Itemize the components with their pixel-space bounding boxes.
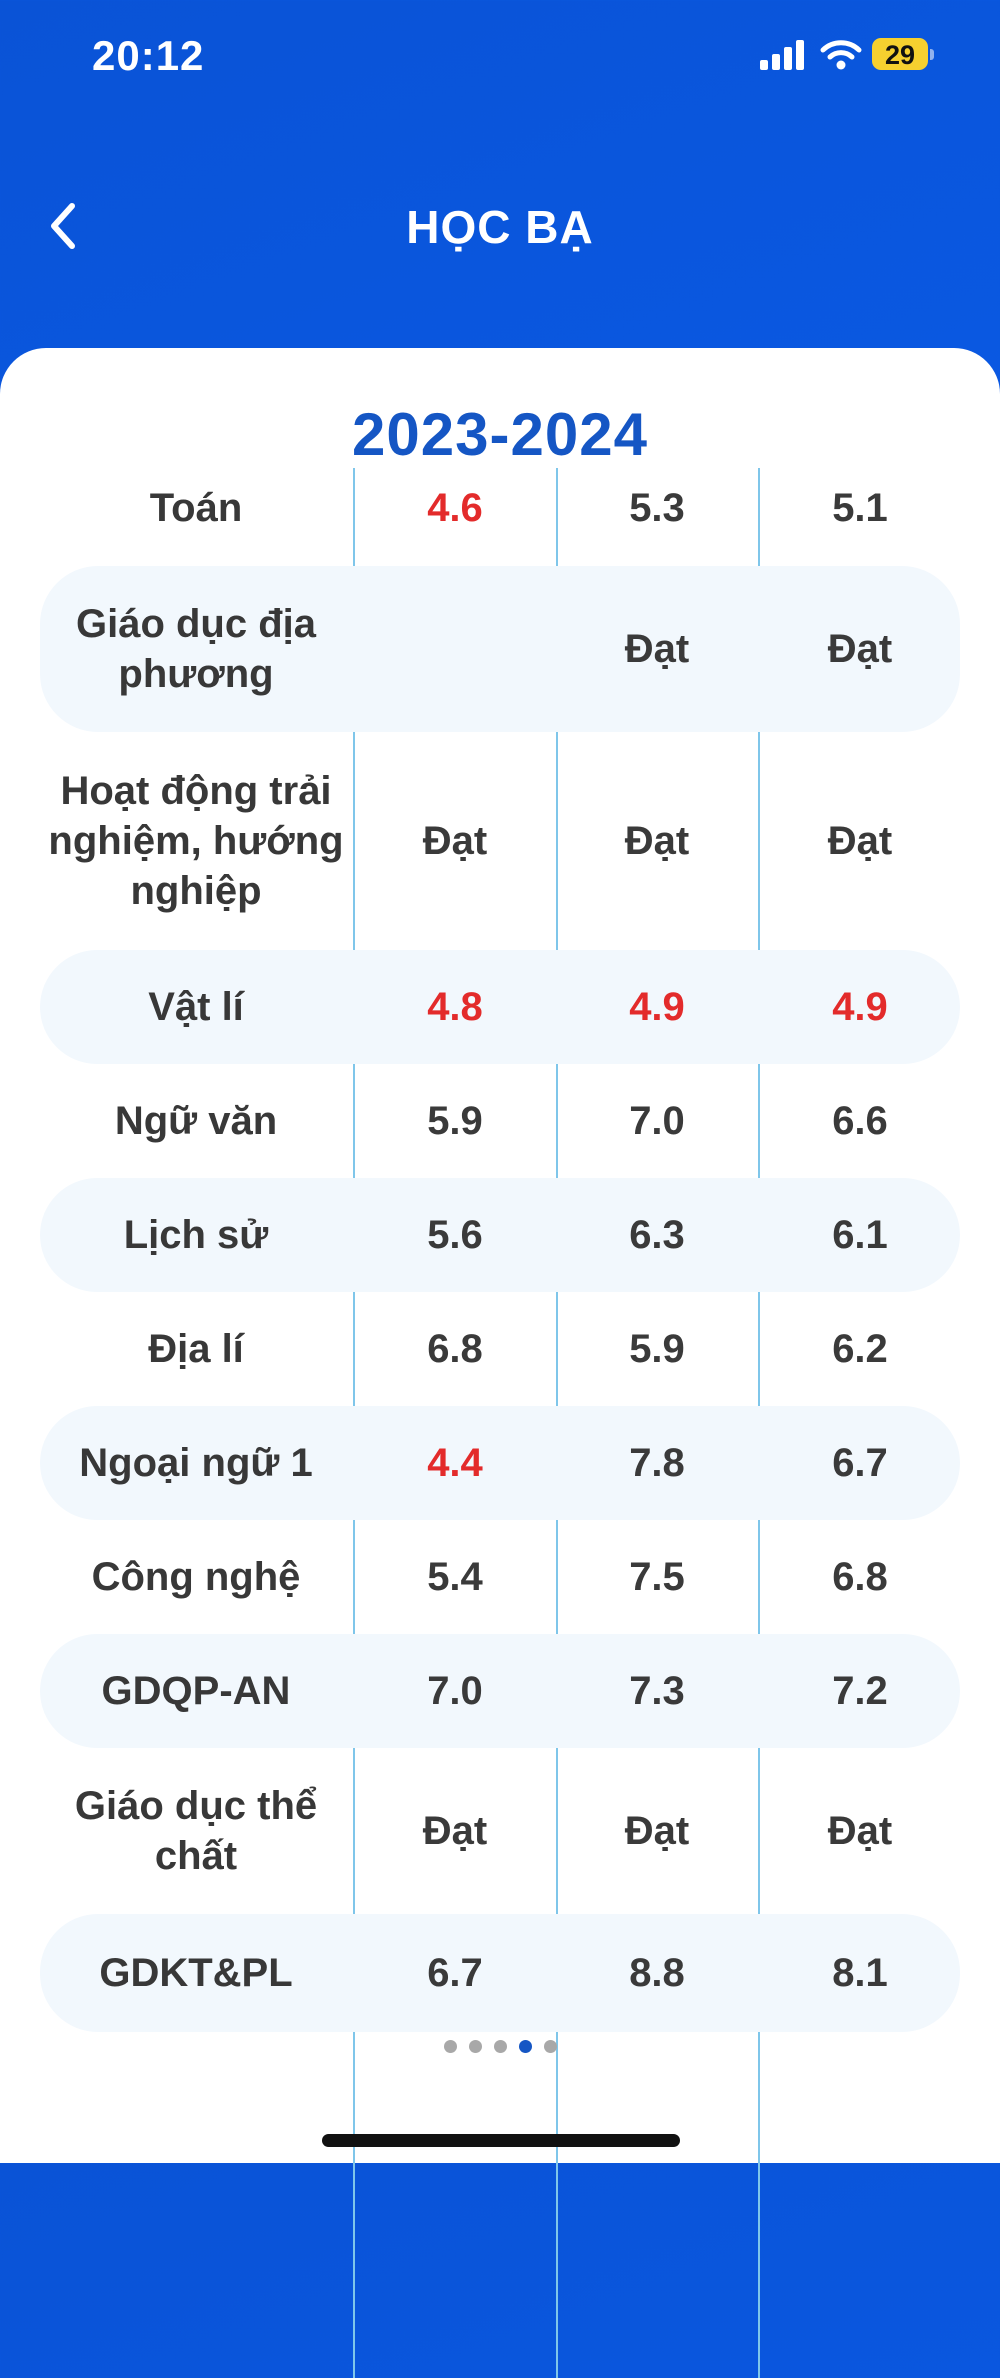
score-cell: 5.9 — [629, 1326, 685, 1371]
subject-name: Toán — [149, 486, 243, 530]
subject-name: Ngữ văn — [114, 1099, 278, 1143]
subject-name: Giáo dục thể chất — [74, 1784, 318, 1878]
page-indicator[interactable] — [0, 2040, 1000, 2060]
subject-name: Địa lí — [148, 1327, 244, 1371]
score-cell: Đạt — [422, 818, 488, 863]
score-cell: 6.8 — [832, 1554, 888, 1599]
subject-name: Ngoại ngữ 1 — [79, 1441, 313, 1485]
score-cell: 6.2 — [832, 1326, 888, 1371]
score-cell: 4.8 — [427, 984, 483, 1029]
score-cell: 6.7 — [832, 1440, 888, 1485]
score-cell: 4.9 — [832, 984, 888, 1029]
school-year-title: 2023-2024 — [352, 401, 648, 468]
subject-name: Lịch sử — [123, 1213, 269, 1257]
score-cell: 4.9 — [629, 984, 685, 1029]
subject-name: GDQP-AN — [101, 1669, 291, 1713]
score-cell: 7.0 — [629, 1098, 685, 1143]
score-cell: Đạt — [624, 1808, 690, 1853]
back-button[interactable] — [36, 194, 96, 258]
score-cell: 5.1 — [832, 485, 888, 530]
score-cell: Đạt — [624, 818, 690, 863]
page-dot[interactable] — [493, 2040, 507, 2053]
page-title: HỌC BẠ — [406, 201, 594, 253]
score-cell: 6.1 — [832, 1212, 888, 1257]
score-cell: 7.8 — [629, 1440, 685, 1485]
score-cell: 4.6 — [427, 485, 483, 530]
subject-name: Công nghệ — [91, 1555, 301, 1599]
page-dot-active[interactable] — [518, 2040, 532, 2053]
score-cell: 5.9 — [427, 1098, 483, 1143]
table-row: GDKT&PL 6.7 8.8 8.1 — [40, 1914, 960, 2032]
score-cell: 7.3 — [629, 1668, 685, 1713]
score-cell: 5.3 — [629, 485, 685, 530]
table-row: Ngoại ngữ 1 4.4 7.8 6.7 — [40, 1406, 960, 1520]
score-cell: 7.5 — [629, 1554, 685, 1599]
score-cell: 5.4 — [427, 1554, 483, 1599]
table-row: Địa lí 6.8 5.9 6.2 — [40, 1292, 960, 1406]
status-bar: 20:12 29 — [0, 0, 1000, 110]
page-dot[interactable] — [443, 2040, 457, 2053]
score-cell: 8.1 — [832, 1950, 888, 1995]
table-row: Giáo dục địa phương Đạt Đạt — [40, 566, 960, 732]
score-cell: 5.6 — [427, 1212, 483, 1257]
score-cell: 6.8 — [427, 1326, 483, 1371]
score-cell: Đạt — [422, 1808, 488, 1853]
subject-name: Vật lí — [148, 985, 244, 1029]
score-cell: 6.3 — [629, 1212, 685, 1257]
score-cell: 6.7 — [427, 1950, 483, 1995]
home-indicator[interactable] — [322, 2134, 680, 2147]
table-row: Hoạt động trải nghiệm, hướng nghiệp Đạt … — [40, 758, 960, 924]
table-row: Toán 4.6 5.3 5.1 — [40, 468, 960, 548]
page-dot[interactable] — [543, 2040, 557, 2053]
table-row: Lịch sử 5.6 6.3 6.1 — [40, 1178, 960, 1292]
battery-level: 29 — [884, 40, 916, 70]
score-cell: 7.0 — [427, 1668, 483, 1713]
table-row: GDQP-AN 7.0 7.3 7.2 — [40, 1634, 960, 1748]
score-cell — [355, 566, 555, 732]
subject-name: Hoạt động trải nghiệm, hướng nghiệp — [48, 769, 344, 913]
status-time: 20:12 — [92, 32, 205, 79]
subject-name: GDKT&PL — [99, 1951, 293, 1995]
table-row: Công nghệ 5.4 7.5 6.8 — [40, 1520, 960, 1634]
score-cell: 6.6 — [832, 1098, 888, 1143]
table-row: Vật lí 4.8 4.9 4.9 — [40, 950, 960, 1064]
score-cell: 8.8 — [629, 1950, 685, 1995]
score-cell: Đạt — [827, 626, 893, 671]
wifi-icon — [820, 40, 862, 70]
page-dot[interactable] — [468, 2040, 482, 2053]
nav-bar: HỌC BẠ — [0, 170, 1000, 290]
score-cell: Đạt — [827, 818, 893, 863]
score-cell: 7.2 — [832, 1668, 888, 1713]
table-row: Giáo dục thể chất Đạt Đạt Đạt — [40, 1748, 960, 1914]
score-cell: 4.4 — [427, 1440, 483, 1485]
battery-icon: 29 — [872, 38, 934, 72]
cellular-signal-icon — [760, 40, 804, 70]
table-row: Ngữ văn 5.9 7.0 6.6 — [40, 1064, 960, 1178]
subject-name: Giáo dục địa phương — [75, 602, 317, 696]
score-cell: Đạt — [827, 1808, 893, 1853]
transcript-card[interactable]: 2023-2024 Toán 4.6 5.3 5.1 Giáo dục địa … — [0, 348, 1000, 2378]
score-cell: Đạt — [624, 626, 690, 671]
